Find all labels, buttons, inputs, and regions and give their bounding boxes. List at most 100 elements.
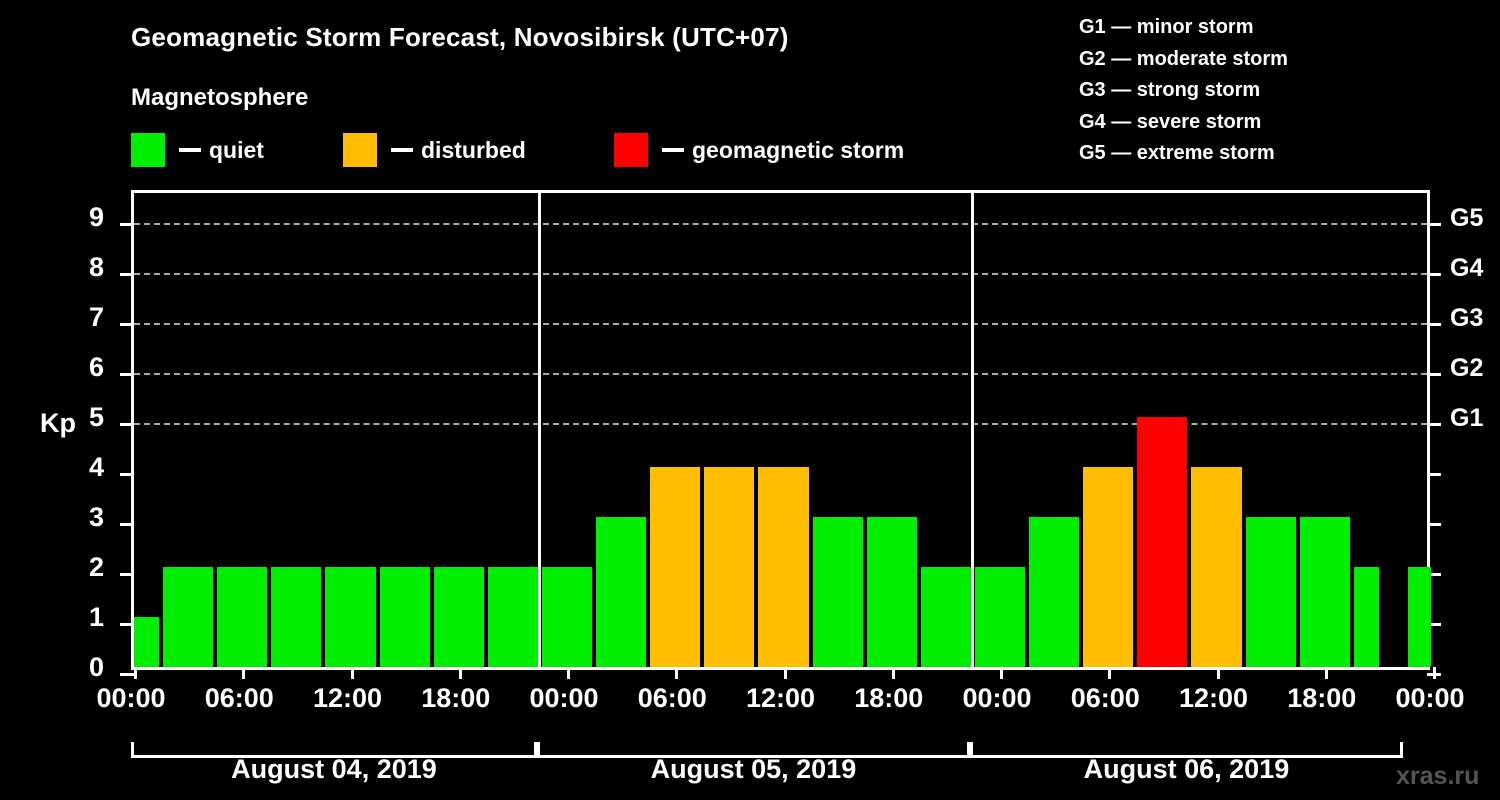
- day-label-1: August 04, 2019: [231, 754, 437, 784]
- x-axis-label-0: 00:00: [96, 683, 166, 713]
- y-axis-label-3: 3: [88, 502, 104, 532]
- bar-21: [1245, 517, 1296, 667]
- y-axis-label-1: 1: [88, 602, 104, 632]
- g-scale-row-g5: G5 — extreme storm: [1079, 142, 1275, 164]
- y-tick-2: [120, 573, 134, 576]
- gridline-kp-8: [134, 273, 1427, 275]
- day-label-3: August 06, 2019: [1083, 754, 1290, 784]
- x-axis-label-12: 00:00: [1395, 683, 1465, 713]
- y-tick-1: [120, 623, 134, 626]
- day-separator-1: [538, 193, 542, 667]
- legend-item-label: geomagnetic storm: [692, 136, 905, 163]
- y-axis-label-4: 4: [88, 452, 104, 482]
- x-tick-3: [458, 667, 462, 679]
- day-separator-2: [971, 193, 975, 667]
- legend-item-label: quiet: [209, 136, 264, 163]
- y-tick-right-9: [1427, 223, 1441, 226]
- y-tick-right-3: [1427, 523, 1441, 526]
- plot-area: [120, 190, 1441, 679]
- bar-11: [704, 467, 755, 667]
- bar-7: [487, 567, 538, 667]
- page-title: Geomagnetic Storm Forecast, Novosibirsk …: [131, 22, 789, 52]
- legend-item-geomagnetic-storm: geomagnetic storm: [614, 133, 904, 167]
- y-tick-right-6: [1427, 373, 1441, 376]
- bar-5: [379, 567, 430, 667]
- right-axis-label-g3: G3: [1450, 304, 1484, 332]
- x-axis-label-6: 12:00: [745, 683, 816, 713]
- day-bracket-1: [131, 742, 537, 758]
- y-axis-label-7: 7: [88, 302, 104, 332]
- legend-item-label: disturbed: [421, 136, 526, 163]
- magnetosphere-label: Magnetosphere: [131, 84, 309, 111]
- gridline-kp-6: [134, 373, 1427, 375]
- y-tick-right-7: [1427, 323, 1441, 326]
- x-tick-11: [1324, 667, 1328, 679]
- g-scale-row-g4: G4 — severe storm: [1079, 110, 1262, 133]
- y-tick-right-1: [1427, 623, 1441, 626]
- right-axis-label-g2: G2: [1450, 354, 1484, 382]
- bar-20: [1191, 467, 1242, 667]
- bar-2: [217, 567, 268, 667]
- bar-series: [134, 193, 1431, 667]
- day-bracket-2: [536, 742, 970, 758]
- x-tick-7: [891, 667, 895, 679]
- x-axis-label-11: 18:00: [1287, 683, 1357, 713]
- bar-19: [1137, 417, 1188, 667]
- legend-item-quiet: quiet: [131, 133, 264, 167]
- x-axis-label-7: 18:00: [854, 683, 924, 713]
- y-tick-5: [120, 423, 134, 426]
- bar-12: [758, 467, 809, 667]
- g-scale-row-g1: G1 — minor storm: [1079, 16, 1254, 38]
- bar-16: [974, 567, 1026, 667]
- y-tick-6: [120, 373, 134, 376]
- x-tick-5: [675, 667, 679, 679]
- bar-15: [920, 567, 971, 667]
- gridline-kp-9: [134, 223, 1427, 225]
- g-scale-legend: G1 — minor storm G2 — moderate storm G3 — …: [1079, 12, 1288, 170]
- y-tick-3: [120, 523, 134, 526]
- y-tick-right-8: [1427, 273, 1441, 276]
- day-label-2: August 05, 2019: [650, 754, 857, 784]
- x-axis-label-5: 06:00: [637, 683, 707, 713]
- y-tick-right-5: [1427, 423, 1441, 426]
- bar-10: [650, 467, 701, 667]
- y-axis-label-6: 6: [88, 352, 104, 382]
- legend-dash-icon: [391, 148, 413, 152]
- day-bracket-3: [969, 742, 1403, 758]
- y-axis-label-0: 0: [88, 652, 104, 682]
- bar-17: [1029, 517, 1080, 667]
- x-axis-label-1: 06:00: [204, 683, 274, 713]
- x-axis-label-9: 06:00: [1070, 683, 1140, 713]
- y-tick-right-4: [1427, 473, 1441, 476]
- x-axis-label-8: 00:00: [962, 683, 1032, 713]
- x-tick-2: [350, 667, 354, 679]
- x-tick-0: [134, 667, 137, 679]
- x-tick-4: [567, 667, 570, 679]
- gridline-kp-7: [134, 323, 1427, 325]
- y-tick-right-2: [1427, 573, 1441, 576]
- g-scale-row-g3: G3 — strong storm: [1079, 79, 1261, 101]
- g-scale-row-g2: G2 — moderate storm: [1079, 47, 1288, 70]
- x-tick-6: [783, 667, 787, 679]
- y-tick-9: [120, 223, 134, 226]
- right-axis-label-g5: G5: [1450, 204, 1484, 232]
- x-tick-9: [1108, 667, 1112, 679]
- orange-square-swatch: [343, 133, 377, 167]
- y-axis-label-5: 5: [88, 402, 104, 432]
- legend-dash-icon: [662, 148, 684, 152]
- bar-23-tail: [1407, 567, 1431, 667]
- y-axis-label-2: 2: [88, 552, 104, 582]
- x-tick-8: [1000, 667, 1003, 679]
- y-tick-7: [120, 323, 134, 326]
- x-tick-10: [1216, 667, 1220, 679]
- y-axis-label-8: 8: [88, 252, 104, 282]
- y-tick-8: [120, 273, 134, 276]
- x-tick-12: [1433, 667, 1436, 679]
- gridline-kp-5: [134, 423, 1427, 425]
- x-axis-label-3: 18:00: [421, 683, 491, 713]
- bar-3: [271, 567, 322, 667]
- bar-22: [1299, 517, 1350, 667]
- bar-8: [541, 567, 593, 667]
- x-axis-label-10: 12:00: [1178, 683, 1249, 713]
